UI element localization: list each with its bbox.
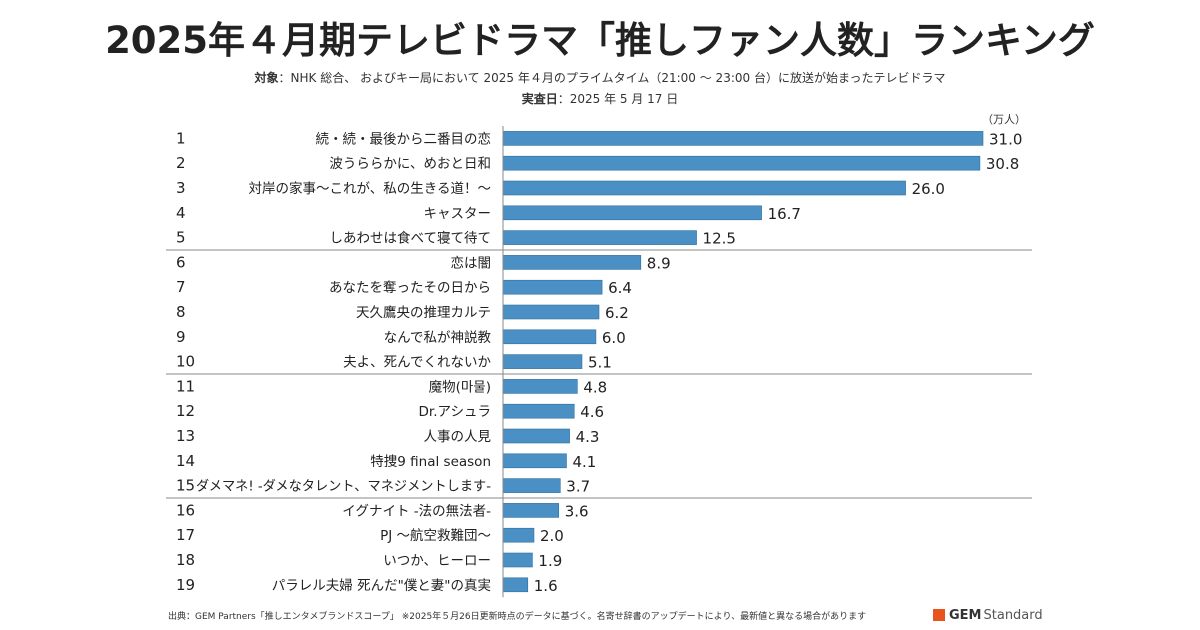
subtitle-target-text: ：NHK 総合、 およびキー局において 2025 年４月のプライムタイム（21:… <box>278 71 946 85</box>
rank-number: 8 <box>176 303 186 321</box>
rank-number: 3 <box>176 179 186 197</box>
category-label: キャスター <box>424 206 492 222</box>
gem-standard-logo: GEM Standard <box>933 606 1043 624</box>
subtitle-date-label: 実査日 <box>521 92 558 106</box>
data-label: 3.7 <box>566 478 590 496</box>
data-label: 2.0 <box>540 527 564 545</box>
category-label: 対岸の家事～これが、私の生きる道！～ <box>249 180 491 197</box>
bar <box>502 552 533 568</box>
logo-mark-icon <box>933 609 945 621</box>
bar <box>502 354 583 369</box>
category-label: 夫よ、死んでくれないか <box>343 355 491 371</box>
data-label: 6.2 <box>605 304 629 322</box>
subtitle-target: 対象：NHK 総合、 およびキー局において 2025 年４月のプライムタイム（2… <box>0 69 1200 86</box>
bar <box>502 131 984 146</box>
category-label: 特捜9 final season <box>370 454 491 470</box>
rank-number: 1 <box>176 129 186 147</box>
subtitle-date-text: ：2025 年 5 月 17 日 <box>557 92 679 106</box>
data-label: 3.6 <box>565 502 589 520</box>
bar <box>502 155 981 171</box>
rank-number: 7 <box>176 278 186 296</box>
subtitle-date: 実査日：2025 年 5 月 17 日 <box>0 90 1200 107</box>
category-label: 人事の人見 <box>424 429 492 445</box>
rank-number: 11 <box>176 377 195 395</box>
category-label: イグナイト -法の無法者- <box>342 503 491 519</box>
rank-number: 10 <box>176 353 195 371</box>
category-label: 続・続・最後から二番目の恋 <box>316 130 492 147</box>
category-label: 恋は闇 <box>451 254 492 271</box>
data-label: 12.5 <box>703 230 736 248</box>
rank-number: 5 <box>176 229 186 247</box>
rank-number: 14 <box>176 452 195 470</box>
rank-number: 6 <box>176 253 186 271</box>
category-label: なんで私が神説教 <box>384 330 492 346</box>
bar <box>502 180 906 196</box>
category-label: いつか、ヒーロー <box>383 553 491 569</box>
category-label: あなたを奪ったその日から <box>329 279 491 296</box>
category-label: 魔物(마물) <box>429 379 491 395</box>
rank-number: 15 <box>176 477 195 495</box>
bar <box>502 453 567 469</box>
data-label: 8.9 <box>647 254 671 272</box>
footer-source-note: 出典：GEM Partners「推しエンタメブランドスコープ」 ※2025年５月… <box>168 612 867 622</box>
category-label: パラレル夫婦 死んだ"僕と妻"の真実 <box>272 577 491 594</box>
bar <box>502 478 561 493</box>
bar <box>502 304 600 320</box>
data-label: 5.1 <box>588 354 612 372</box>
data-label: 31.0 <box>989 130 1022 148</box>
data-label: 26.0 <box>912 180 945 198</box>
bar <box>502 503 560 518</box>
bar <box>502 379 578 394</box>
rank-number: 17 <box>176 526 195 544</box>
bar <box>502 329 597 345</box>
data-label: 16.7 <box>768 205 801 223</box>
data-label: 6.0 <box>602 329 626 347</box>
bar <box>502 428 570 444</box>
data-label: 1.6 <box>534 577 558 595</box>
data-label: 4.6 <box>580 403 604 421</box>
rank-number: 19 <box>176 576 195 594</box>
category-label: ダメマネ! -ダメなタレント、マネジメントします- <box>196 479 491 495</box>
bar <box>502 279 603 295</box>
rank-number: 2 <box>176 154 186 172</box>
data-label: 6.4 <box>608 279 632 297</box>
data-label: 30.8 <box>986 155 1019 173</box>
category-label: Dr.アシュラ <box>419 404 491 420</box>
data-label: 1.9 <box>538 552 562 570</box>
rank-number: 16 <box>176 501 195 519</box>
logo-text-strong: GEM <box>949 607 982 623</box>
data-label: 4.8 <box>583 378 607 396</box>
rank-number: 13 <box>176 427 195 445</box>
bar <box>502 255 642 270</box>
bar <box>502 527 535 543</box>
category-label: 波うららかに、めおと日和 <box>329 156 491 172</box>
category-label: 天久鷹央の推理カルテ <box>356 305 491 321</box>
category-label: しあわせは食べて寝て待て <box>330 230 491 247</box>
rank-number: 18 <box>176 551 195 569</box>
rank-number: 12 <box>176 402 195 420</box>
category-label: PJ ～航空救難団～ <box>380 528 491 544</box>
bar <box>502 577 529 593</box>
chart-title: 2025年４月期テレビドラマ「推しファン人数」ランキング <box>105 19 1095 62</box>
logo-text-light: Standard <box>983 607 1043 623</box>
rank-number: 9 <box>176 328 186 346</box>
rank-number: 4 <box>176 204 186 222</box>
bar <box>502 230 697 245</box>
data-label: 4.3 <box>576 428 600 446</box>
bar <box>502 403 575 419</box>
bar <box>502 205 762 221</box>
data-label: 4.1 <box>572 453 596 471</box>
unit-label: （万人） <box>982 113 1026 126</box>
subtitle-target-label: 対象 <box>254 71 279 85</box>
